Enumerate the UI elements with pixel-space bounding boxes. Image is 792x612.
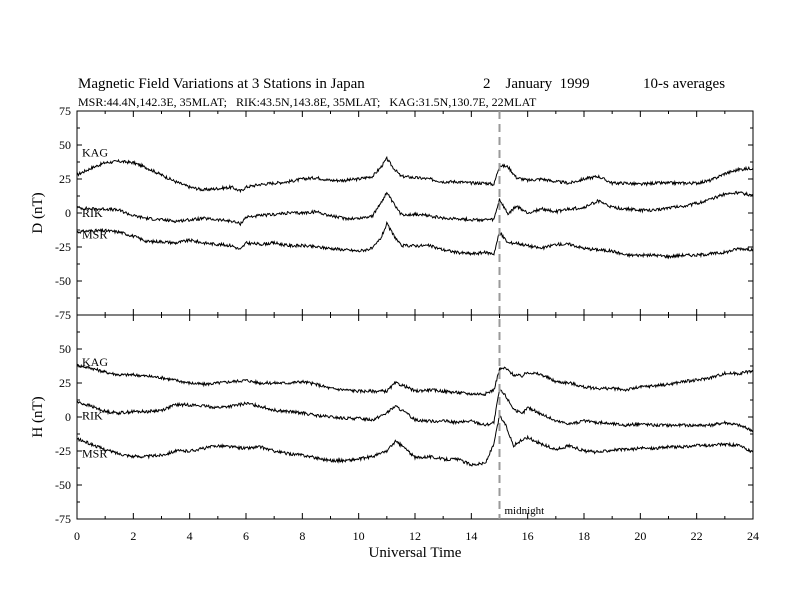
panel-h: 50 25 0 -25 -50 -75 H (nT) KAG RIK MSR [30,314,754,526]
midnight-marker-label: midnight [505,505,545,517]
x-tick-label: 4 [187,529,193,543]
y-tick-label: -25 [55,444,71,458]
chart-averaging: 10-s averages [643,76,725,92]
series-label-msr: MSR [82,447,107,461]
panel-frame [76,314,754,520]
plot-layer: 75 50 25 0 -25 -50 -75 D (nT) KAG RIK MSR 50 25 0 -25 -… [30,104,759,561]
y-tick-label: -75 [55,308,71,322]
series-line-kag [76,155,754,194]
x-tick-label: 20 [634,529,646,543]
y-tick-label: -25 [55,240,71,254]
y-tick-label: -75 [55,512,71,526]
y-tick-label: 25 [59,376,71,390]
x-tick-label: 12 [409,529,421,543]
series-line-rik [76,388,754,433]
y-tick-label: 50 [59,342,71,356]
y-tick-label: -50 [55,274,71,288]
x-tick-label: 8 [299,529,305,543]
series-line-msr [76,221,754,260]
x-tick-label: 22 [691,529,703,543]
series-line-rik [76,190,754,227]
series-label-kag: KAG [82,355,108,369]
x-tick-label: 0 [74,529,80,543]
series-label-rik: RIK [82,206,103,220]
series-line-kag [76,363,754,396]
chart-subtitle: MSR:44.4N,142.3E, 35MLAT; RIK:43.5N,143.… [78,95,537,109]
panel-d: 75 50 25 0 -25 -50 -75 D (nT) KAG RIK MSR [30,104,754,322]
chart-title: Magnetic Field Variations at 3 Stations … [78,76,365,92]
y-tick-label: 0 [65,206,71,220]
y-axis-label: H (nT) [30,396,46,437]
x-tick-label: 6 [243,529,249,543]
x-axis-label: Universal Time [369,545,462,561]
y-tick-label: 25 [59,172,71,186]
y-axis-label: D (nT) [30,192,46,233]
y-tick-label: 75 [59,104,71,118]
x-tick-label: 2 [130,529,136,543]
x-tick-label: 18 [578,529,590,543]
panel-frame [76,110,754,316]
y-tick-label: 50 [59,138,71,152]
series-line-msr [76,415,754,467]
y-tick-label: 0 [65,410,71,424]
x-tick-label: 10 [353,529,365,543]
series-label-rik: RIK [82,409,103,423]
series-label-kag: KAG [82,146,108,160]
chart-date: 2 January 1999 [483,76,590,92]
x-tick-label: 24 [747,529,759,543]
x-tick-label: 14 [465,529,477,543]
y-tick-label: -50 [55,478,71,492]
chart-header: Magnetic Field Variations at 3 Stations … [78,76,725,109]
series-label-msr: MSR [82,228,107,242]
x-tick-label: 16 [522,529,534,543]
